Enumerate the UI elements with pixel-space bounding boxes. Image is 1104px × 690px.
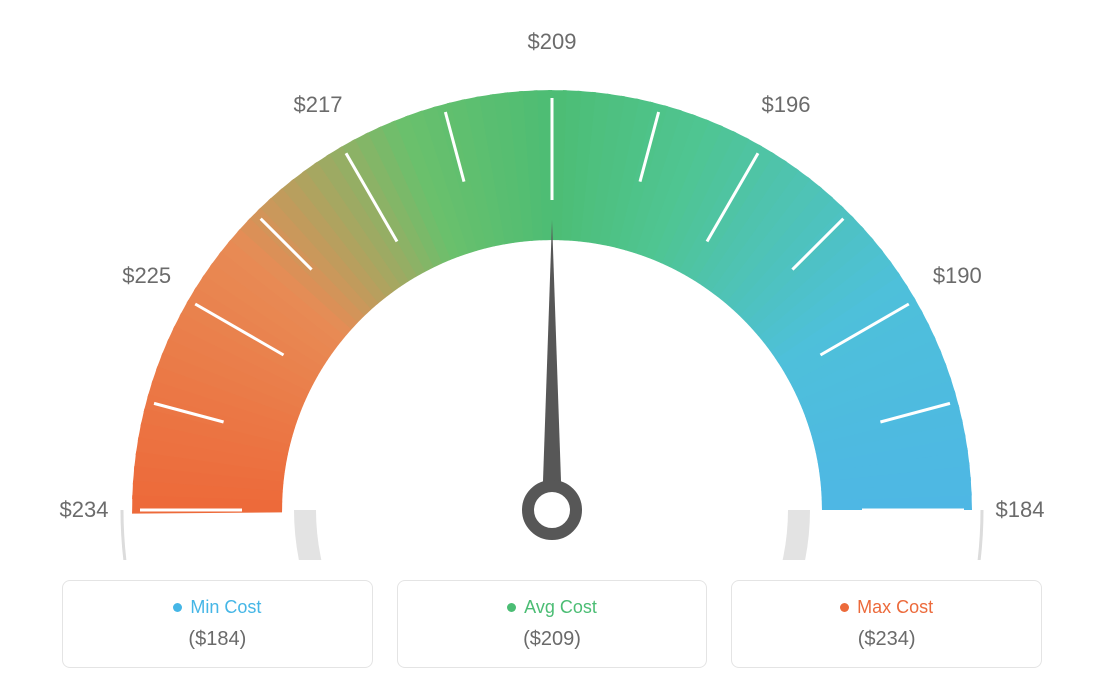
legend-value-max: ($234) (858, 628, 916, 651)
legend-dot-avg (507, 603, 516, 612)
legend-dot-min (173, 603, 182, 612)
gauge-svg (52, 20, 1052, 560)
legend-label-avg: Avg Cost (524, 597, 597, 618)
legend-dot-max (840, 603, 849, 612)
legend-label-row: Avg Cost (507, 597, 597, 618)
legend-label-min: Min Cost (190, 597, 261, 618)
gauge-tick-label: $196 (762, 92, 811, 118)
gauge-tick-label: $209 (528, 29, 577, 55)
legend-value-min: ($184) (188, 628, 246, 651)
legend-label-max: Max Cost (857, 597, 933, 618)
legend-card-avg: Avg Cost ($209) (397, 580, 708, 668)
legend-value-avg: ($209) (523, 628, 581, 651)
legend-card-min: Min Cost ($184) (62, 580, 373, 668)
gauge-tick-label: $184 (996, 497, 1045, 523)
gauge-chart: $184 $190 $196 $209 $217 $225 $234 (52, 20, 1052, 560)
legend-label-row: Min Cost (173, 597, 261, 618)
legend-label-row: Max Cost (840, 597, 933, 618)
gauge-tick-label: $190 (933, 263, 982, 289)
legend-card-max: Max Cost ($234) (731, 580, 1042, 668)
legend-row: Min Cost ($184) Avg Cost ($209) Max Cost… (62, 580, 1042, 668)
gauge-tick-label: $217 (294, 92, 343, 118)
gauge-tick-label: $234 (60, 497, 109, 523)
gauge-tick-label: $225 (122, 263, 171, 289)
